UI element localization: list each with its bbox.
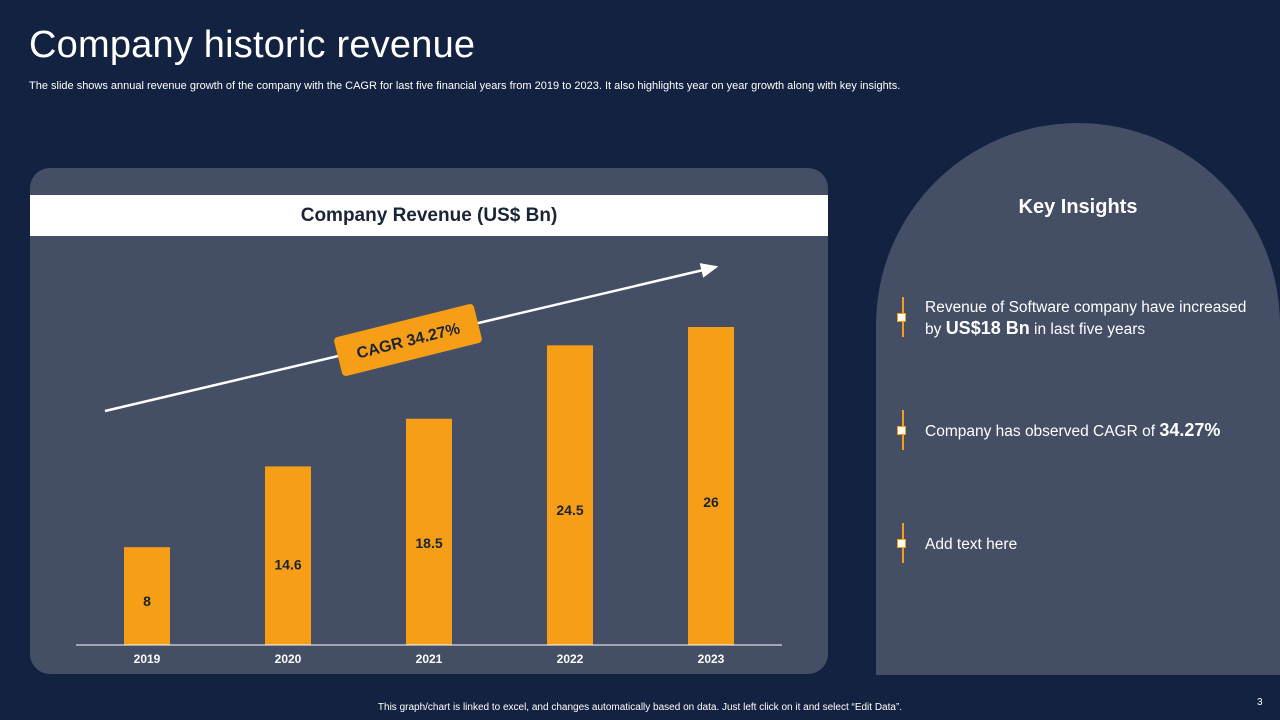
- data-label-2019: 8: [143, 593, 151, 609]
- data-label-2021: 18.5: [415, 535, 442, 551]
- bar-2022: [547, 345, 593, 645]
- bar-2021: [406, 418, 452, 645]
- x-tick-label-2020: 2020: [275, 652, 302, 666]
- insight-text-bold: 34.27%: [1159, 420, 1221, 440]
- insights-title: Key Insights: [1018, 196, 1138, 218]
- insight-bullet-icon: [897, 426, 906, 435]
- slide-title: Company historic revenue: [29, 24, 476, 66]
- x-tick-label-2022: 2022: [557, 652, 584, 666]
- x-tick-label-2019: 2019: [134, 652, 161, 666]
- data-label-2020: 14.6: [274, 557, 301, 573]
- data-label-2022: 24.5: [556, 502, 583, 518]
- data-label-2023: 26: [703, 494, 719, 510]
- chart-title: Company Revenue (US$ Bn): [300, 204, 558, 226]
- insight-bullet-icon: [897, 539, 906, 548]
- page-number: 3: [1257, 697, 1263, 708]
- bar-2019: [124, 547, 170, 645]
- insight-text-pre: Add text here: [925, 536, 1018, 553]
- x-tick-label-2021: 2021: [416, 652, 443, 666]
- footer-note: This graph/chart is linked to excel, and…: [377, 702, 903, 713]
- insight-text-bold: US$18 Bn: [945, 318, 1030, 338]
- chart-header: Company Revenue (US$ Bn): [30, 195, 828, 236]
- insight-text: Company has observed CAGR of 34.27%: [925, 420, 1265, 442]
- bar-2023: [688, 327, 734, 645]
- bar-2020: [265, 466, 311, 645]
- slide-subtitle: The slide shows annual revenue growth of…: [29, 80, 901, 92]
- cagr-callout: CAGR 34.27%: [334, 304, 482, 376]
- insight-bullet-icon: [897, 313, 906, 322]
- revenue-bar-chart[interactable]: 8 2019 14.6 2020 18.5 2021 24.5 2022 26 2023 CAGR…: [30, 168, 828, 674]
- insight-text-pre: Revenue of Software company have increas…: [925, 299, 1247, 338]
- insight-text: Add text here: [925, 533, 1265, 555]
- insight-text-post: in last five years: [1029, 321, 1146, 338]
- insight-text-pre: Company has observed CAGR of: [925, 423, 1160, 440]
- insight-text: Revenue of Software company have increas…: [925, 297, 1265, 340]
- cagr-callout-box: [334, 304, 482, 376]
- revenue-chart-panel[interactable]: 8 2019 14.6 2020 18.5 2021 24.5 2022 26 2023 CAGR…: [30, 168, 828, 674]
- key-insights-panel: Key Insights Revenue of Software company…: [876, 123, 1280, 675]
- x-tick-label-2023: 2023: [698, 652, 725, 666]
